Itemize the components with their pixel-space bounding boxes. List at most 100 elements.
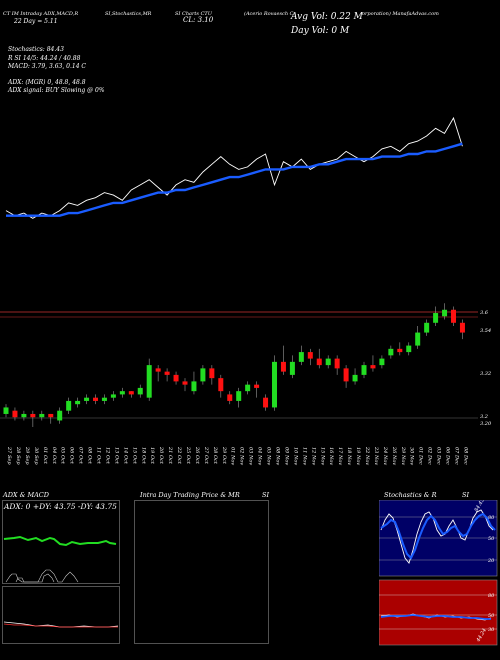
adx-macd-panel: ADX: 0 +DY: 43.75 -DY: 43.75	[2, 500, 120, 644]
stoch-rsi-panel: 80 50 20 84.43 80 50 30 44.24	[379, 500, 498, 646]
rsi-level-30: 30	[488, 627, 495, 633]
candlestick-chart: 3.6 3.54 3.32 3.2 3.20	[0, 303, 492, 427]
candle-body	[451, 309, 456, 323]
candle-body	[245, 384, 251, 392]
date-label: 22 Nov	[364, 446, 370, 465]
price-label-4: 3.20	[480, 421, 492, 427]
date-label: 11 Oct	[96, 447, 102, 465]
di-line-2	[15, 573, 55, 583]
date-label: 18 Nov	[346, 447, 352, 465]
adx-signal-readout: ADX signal: BUY Slowing @ 0%	[8, 87, 105, 94]
stoch-rsi-title: Stochastics & R	[384, 491, 437, 499]
date-label: 12 Oct	[104, 447, 110, 465]
date-label: 10 Nov	[292, 447, 298, 465]
adx-macd-title: ADX & MACD	[3, 491, 49, 499]
stochastics-readout: Stochastics: 84.43	[8, 46, 64, 53]
date-label: 28 Sep	[15, 446, 21, 465]
date-label: 05 Nov	[266, 447, 272, 465]
candle-body	[227, 394, 233, 401]
date-label: 07 Oct	[78, 447, 84, 465]
date-label: 20 Oct	[158, 446, 164, 465]
price-label-0: 3.6	[480, 310, 489, 316]
price-line	[5, 116, 463, 219]
date-label: 01 Nov	[230, 447, 236, 465]
candle-body	[155, 368, 161, 372]
candle-body	[254, 384, 260, 388]
candle-body	[343, 368, 349, 382]
candle-body	[433, 313, 439, 323]
candle-body	[146, 365, 152, 398]
adx-line	[3, 535, 117, 547]
candle-body	[75, 400, 81, 405]
candle-body	[110, 394, 116, 398]
candle-body	[182, 381, 188, 385]
candle-body	[12, 410, 18, 418]
date-label: 25 Oct	[185, 446, 191, 465]
macd-box	[2, 586, 120, 644]
date-label: 30 Sep	[33, 447, 39, 465]
date-label: 08 Nov	[275, 447, 281, 465]
date-label: 19 Oct	[149, 447, 155, 465]
chart-title-mid: SI,Stochastics,MR	[105, 11, 152, 17]
rsi-readout: R SI 14/5: 44.24 / 40.88	[8, 55, 81, 62]
date-label: 29 Sep	[24, 446, 30, 465]
date-label: 07 Dec	[454, 447, 460, 465]
stoch-k-line	[380, 509, 494, 564]
date-label: 04 Oct	[51, 447, 57, 465]
date-label: 01 Dec	[418, 447, 424, 465]
intraday-title: Intra Day Trading Price & MR	[140, 491, 240, 499]
stoch-level-80: 80	[488, 515, 495, 521]
candle-body	[388, 348, 394, 356]
intraday-panel	[134, 500, 269, 644]
date-label: 17 Nov	[337, 447, 343, 465]
candle-body	[459, 322, 465, 333]
date-label: 22 Oct	[176, 446, 182, 465]
date-label: 02 Nov	[239, 447, 245, 465]
date-axis: 27 Sep 28 Sep 29 Sep 30 Sep 01 Oct 04 Oct 05 O…	[6, 446, 468, 465]
macd-signal-line	[3, 623, 118, 628]
candle-body	[3, 407, 9, 414]
chart-title-right: SI Charts CTU	[175, 11, 212, 17]
candle-body	[21, 413, 27, 418]
date-label: 23 Nov	[373, 446, 379, 465]
date-label: 26 Nov	[391, 446, 397, 465]
di-line	[5, 569, 79, 583]
date-label: 12 Nov	[310, 447, 316, 465]
stoch-level-20: 20	[487, 558, 495, 564]
candle-body	[164, 371, 170, 375]
adx-readout: ADX: (MGR) 0, 48.8, 48.8	[8, 79, 86, 86]
stoch-d-line	[380, 512, 496, 560]
candle-body	[173, 374, 179, 382]
day-volume: Day Vol: 0 M	[291, 26, 350, 36]
candle-body	[442, 309, 448, 317]
date-label: 05 Oct	[60, 447, 66, 465]
date-label: 28 Oct	[212, 446, 218, 465]
candle-body	[325, 358, 331, 366]
candle-body	[406, 345, 412, 353]
date-label: 26 Oct	[194, 446, 200, 465]
candle-body	[397, 348, 403, 353]
date-label: 18 Oct	[140, 447, 146, 465]
close-price: CL: 3.10	[183, 16, 214, 24]
avg-volume: Avg Vol: 0.22 M	[291, 12, 363, 22]
date-label: 14 Oct	[122, 447, 128, 465]
moving-average-line	[6, 142, 463, 217]
candle-body	[137, 387, 143, 395]
candle-body	[352, 374, 358, 382]
candle-body	[334, 358, 340, 369]
company-name: (Acerio Rovaesch C	[244, 11, 294, 17]
candle-body	[101, 397, 107, 401]
candle-body	[379, 358, 385, 366]
rsi-box	[379, 579, 498, 646]
candle-body	[263, 397, 269, 408]
date-label: 03 Dec	[436, 447, 442, 465]
intraday-title-2: SI	[262, 491, 270, 499]
date-label: 29 Oct	[221, 446, 227, 465]
price-label-1: 3.54	[480, 328, 491, 334]
rsi-signal-line	[380, 614, 491, 620]
date-label: 24 Nov	[382, 446, 388, 465]
price-ma-chart	[5, 116, 463, 219]
date-label: 27 Sep	[6, 446, 12, 465]
date-label: 02 Dec	[427, 447, 433, 465]
candle-body	[316, 358, 322, 366]
